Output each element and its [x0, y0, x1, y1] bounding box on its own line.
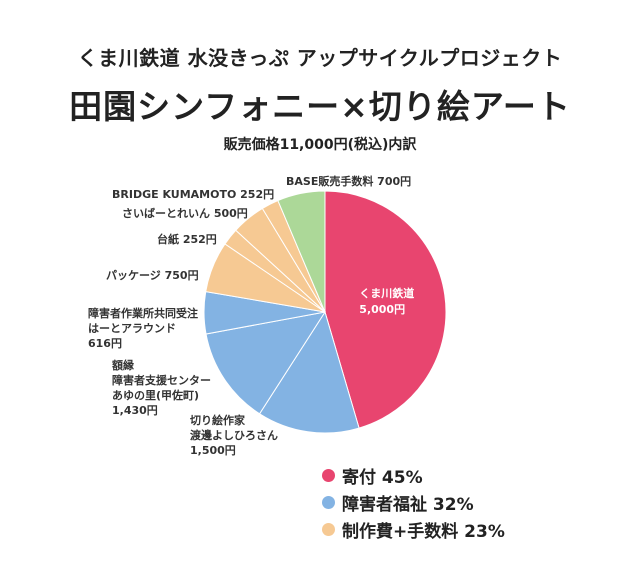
slice-label-cyber-train: さいばーとれいん 500円: [122, 207, 248, 220]
legend-item-welfare: 障害者福祉 32%: [322, 489, 505, 516]
legend-label-welfare: 障害者福祉 32%: [342, 495, 474, 515]
legend-label-production: 制作費+手数料 23%: [342, 522, 505, 542]
slice-label-artist: 切り絵作家 渡邊よしひろさん 1,500円: [190, 414, 278, 457]
slice-label-mount: 台紙 252円: [157, 233, 217, 246]
pie-slice-1: [258, 310, 360, 434]
chart-subtitle: くま川鉄道 水没きっぷ アップサイクルプロジェクト: [77, 46, 563, 70]
legend-item-donation: 寄付 45%: [322, 462, 505, 489]
slice-label-kumagawa-railway: くま川鉄道 5,000円: [359, 286, 414, 316]
price-breakdown-heading: 販売価格11,000円(税込)内訳: [223, 137, 417, 153]
legend-swatch-welfare: [322, 496, 335, 509]
slice-label-bridge-kumamoto: BRIDGE KUMAMOTO 252円: [112, 188, 275, 201]
legend-label-donation: 寄付 45%: [342, 468, 423, 488]
legend-item-production: 制作費+手数料 23%: [322, 516, 505, 543]
slice-label-package: パッケージ 750円: [106, 269, 199, 282]
pie-slice-0: [324, 190, 447, 429]
slice-label-base-fee: BASE販売手数料 700円: [286, 175, 412, 188]
legend-swatch-production: [322, 523, 335, 536]
legend: 寄付 45% 障害者福祉 32% 制作費+手数料 23%: [322, 462, 505, 543]
slice-label-ayunosato: 額縁 障害者支援センター あゆの里(甲佐町) 1,430円: [112, 359, 211, 417]
pie-slice-2: [205, 311, 327, 415]
legend-swatch-donation: [322, 469, 335, 482]
pie-slice-8: [277, 190, 326, 313]
chart-title: 田園シンフォニー×切り絵アート: [69, 87, 571, 126]
slice-label-heart-around: 障害者作業所共同受注 はーとアラウンド 616円: [88, 307, 198, 350]
